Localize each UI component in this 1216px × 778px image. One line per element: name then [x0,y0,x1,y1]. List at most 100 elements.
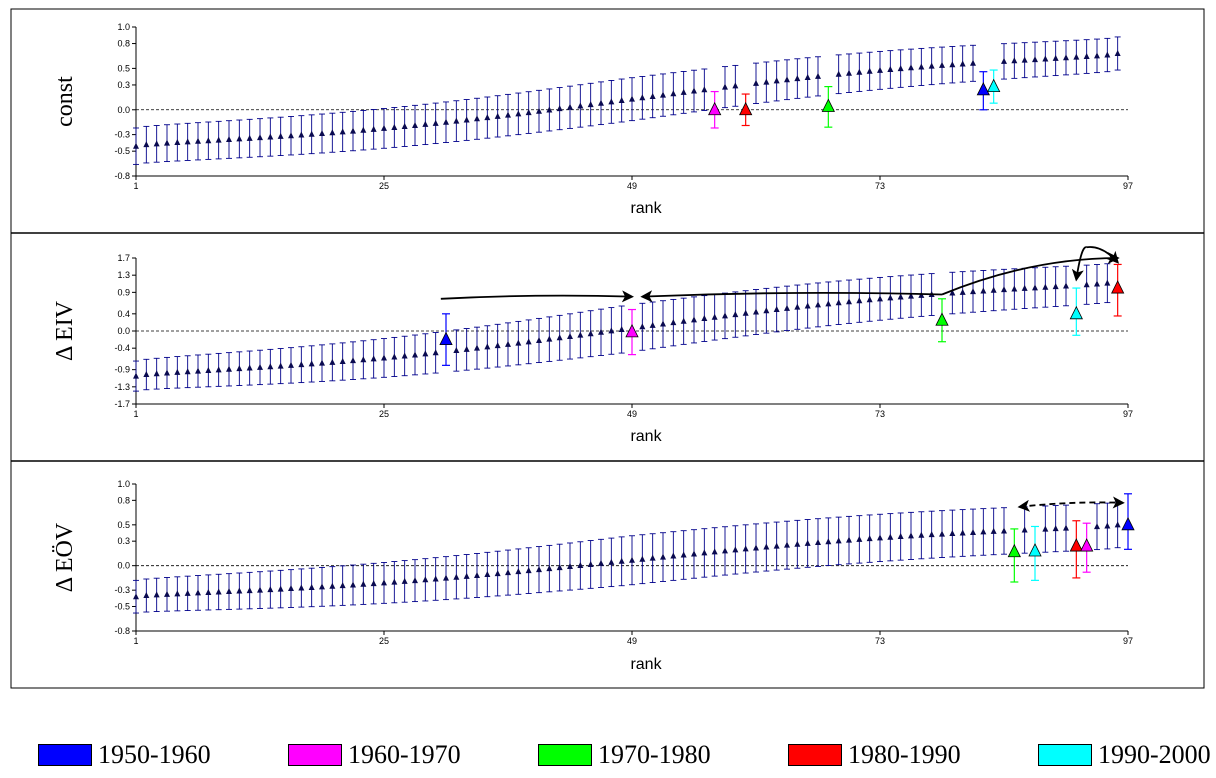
data-point [980,528,987,535]
x-tick-label: 73 [875,636,885,646]
data-point [825,300,832,307]
data-point [1021,284,1028,291]
y-tick-label: -1.3 [114,382,130,392]
data-point [753,79,759,86]
data-point [350,127,356,134]
data-point [670,552,677,559]
data-point [1094,523,1100,530]
highlight-1980-1990 [1111,263,1125,317]
data-point [701,315,708,322]
legend-swatch-1980-1990 [788,744,842,766]
data-point [1104,51,1111,58]
data-point [680,551,687,558]
data-point [494,112,501,119]
data-point [329,129,336,136]
data-point [598,559,604,566]
x-tick-label: 49 [627,181,637,191]
data-point [360,580,367,587]
data-point [257,363,263,370]
y-tick-label: -0.3 [114,130,130,140]
y-axis-label: const [52,76,78,127]
data-point [897,65,904,72]
y-tick-label: 0.3 [117,80,130,90]
data-point [484,114,491,121]
legend-swatch-1970-1980 [538,744,592,766]
data-point [288,585,294,592]
data-point [226,136,232,143]
data-point [970,59,976,66]
data-point [153,140,160,147]
data-point [939,530,945,537]
y-tick-label: 0.8 [117,39,130,49]
data-point [174,590,181,597]
data-point [1083,281,1090,288]
data-point [143,371,150,378]
data-point [195,367,201,374]
y-tick-label: -1.7 [114,399,130,409]
data-point [226,365,232,372]
data-point [298,131,305,138]
data-point [164,139,170,146]
data-point [412,351,418,358]
data-point [835,70,842,77]
data-point [308,583,315,590]
data-point [670,319,677,326]
x-tick-label: 1 [133,181,138,191]
data-point [866,67,873,74]
data-point [598,328,604,335]
data-point [546,335,553,342]
data-point [525,109,532,116]
data-point [246,134,253,141]
data-point [763,543,770,550]
data-point [463,345,470,352]
data-point [174,368,181,375]
data-point [205,588,212,595]
data-point [215,136,222,143]
data-point [1104,279,1111,286]
legend-label: 1980-1990 [848,740,961,769]
chart-panel-1: -0.8 -0.5 -0.3 0.0 0.3 0.5 0.8 1.0 1 25 49 73 97 rank… [52,22,1133,217]
highlight-1970-1980 [821,85,835,128]
data-point [1094,280,1100,287]
data-point [246,364,253,371]
data-point [877,534,883,541]
data-point [133,142,139,149]
data-point [484,571,491,578]
x-tick-label: 1 [133,409,138,419]
highlight-1960-1970 [1080,522,1094,573]
data-point [742,309,749,316]
y-tick-label: -0.8 [114,626,130,636]
data-point [742,545,749,552]
data-point [453,347,460,354]
data-point [846,298,852,305]
data-point [443,118,449,125]
data-point [350,357,356,364]
data-point [484,343,491,350]
data-point [164,369,170,376]
data-point [1063,54,1069,61]
x-tick-label: 49 [627,409,637,419]
data-point [1011,285,1018,292]
data-point [339,582,346,589]
data-point [536,336,542,343]
y-tick-label: -0.8 [114,171,130,181]
data-point [1042,283,1049,290]
data-point [412,577,418,584]
x-tick-label: 97 [1123,409,1133,419]
data-point [1063,282,1069,289]
x-tick-label: 73 [875,181,885,191]
highlight-1980-1990 [1069,520,1083,579]
data-point [959,60,966,67]
data-point [195,137,201,144]
data-point [980,287,987,294]
figure-frame [10,8,1205,689]
data-point [443,574,449,581]
data-point [877,295,883,302]
data-point [722,312,728,319]
data-point [649,554,656,561]
data-point [815,301,821,308]
x-tick-label: 97 [1123,636,1133,646]
data-point [629,95,635,102]
data-point [370,125,377,132]
